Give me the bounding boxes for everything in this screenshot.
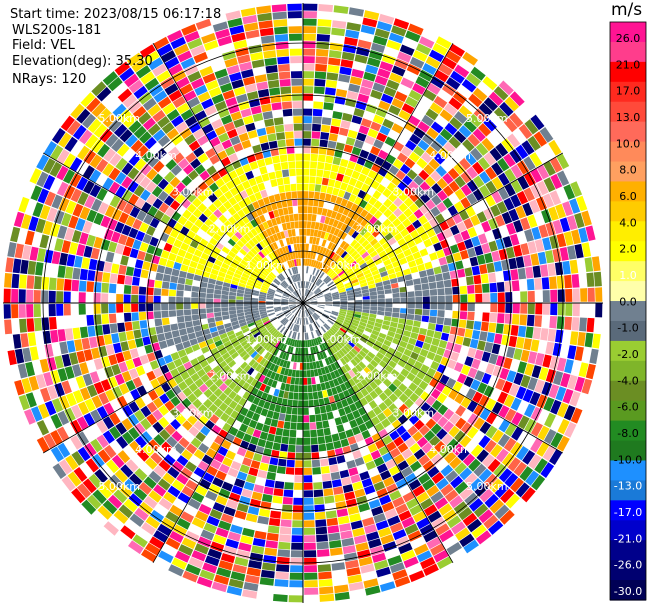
range-label: 4.00km — [135, 443, 177, 456]
range-label: 3.00km — [172, 186, 214, 199]
elevation-label: Elevation(deg): 35.30 — [12, 54, 153, 69]
range-label: 2.00km — [209, 223, 251, 236]
range-label: 5.00km — [98, 480, 140, 493]
field-label: Field: VEL — [12, 38, 75, 53]
range-label: 5.00km — [98, 112, 140, 125]
radar-gates — [3, 3, 603, 603]
range-label: 1.00km — [319, 259, 361, 272]
range-labels: 1.00km 1.00km 1.00km 1.00km 2.00km 2.00km 2.00… — [98, 112, 507, 493]
start-time-label: Start time: 2023/08/15 06:17:18 — [10, 7, 222, 22]
colorbar-unit: m/s — [611, 0, 643, 20]
range-label: 1.00km — [319, 333, 361, 346]
range-label: 4.00km — [429, 443, 471, 456]
range-label: 3.00km — [393, 186, 435, 199]
range-label: 1.00km — [245, 259, 287, 272]
range-label: 2.00km — [356, 370, 398, 383]
range-label: 2.00km — [209, 370, 251, 383]
range-label: 5.00km — [466, 112, 508, 125]
instrument-label: WLS200s-181 — [12, 23, 102, 38]
range-label: 4.00km — [429, 149, 471, 162]
range-label: 1.00km — [245, 333, 287, 346]
nrays-label: NRays: 120 — [12, 72, 87, 87]
range-label: 3.00km — [172, 406, 214, 419]
range-label: 5.00km — [466, 480, 508, 493]
range-rings — [3, 3, 603, 603]
range-label: 3.00km — [393, 406, 435, 419]
range-label: 2.00km — [356, 223, 398, 236]
range-label: 4.00km — [135, 149, 177, 162]
